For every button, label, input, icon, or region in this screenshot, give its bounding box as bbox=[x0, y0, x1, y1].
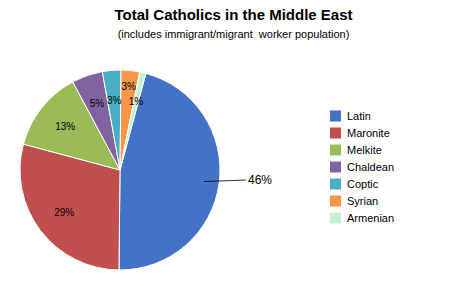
legend-label: Chaldean bbox=[347, 161, 394, 173]
legend-swatch bbox=[330, 162, 341, 173]
legend-label: Coptic bbox=[347, 178, 379, 190]
pie bbox=[20, 70, 220, 270]
data-label: 46% bbox=[248, 173, 272, 187]
legend-label: Melkite bbox=[347, 144, 382, 156]
legend-item: Latin bbox=[330, 110, 371, 122]
leader-line bbox=[204, 180, 246, 182]
slice bbox=[119, 73, 220, 270]
slice bbox=[120, 72, 146, 170]
title: Total Catholics in the Middle East bbox=[114, 6, 352, 23]
legend-swatch bbox=[330, 213, 341, 224]
slice bbox=[102, 70, 121, 170]
legend-item: Armenian bbox=[330, 212, 394, 224]
legend-label: Armenian bbox=[347, 212, 394, 224]
legend-item: Maronite bbox=[330, 127, 390, 139]
chart: Total Catholics in the Middle East (inclu… bbox=[0, 0, 467, 289]
data-label: 1% bbox=[129, 96, 144, 107]
legend-label: Syrian bbox=[347, 195, 378, 207]
legend-item: Chaldean bbox=[330, 161, 394, 173]
legend-swatch bbox=[330, 128, 341, 139]
data-label: 5% bbox=[90, 98, 105, 109]
legend-label: Latin bbox=[347, 110, 371, 122]
slice-labels: 46%29%13%5%3%3%1% bbox=[54, 81, 272, 218]
data-label: 3% bbox=[107, 95, 122, 106]
legend-item: Syrian bbox=[330, 195, 378, 207]
legend: Latin Maronite Melkite Chaldean Coptic Syrian… bbox=[330, 110, 394, 224]
legend-swatch bbox=[330, 196, 341, 207]
data-label: 29% bbox=[54, 207, 74, 218]
legend-item: Melkite bbox=[330, 144, 382, 156]
legend-swatch bbox=[330, 145, 341, 156]
legend-swatch bbox=[330, 111, 341, 122]
data-label: 3% bbox=[122, 81, 137, 92]
legend-swatch bbox=[330, 179, 341, 190]
legend-item: Coptic bbox=[330, 178, 379, 190]
data-label: 13% bbox=[55, 121, 75, 132]
subtitle: (includes immigrant/migrant worker popul… bbox=[118, 28, 350, 40]
legend-label: Maronite bbox=[347, 127, 390, 139]
